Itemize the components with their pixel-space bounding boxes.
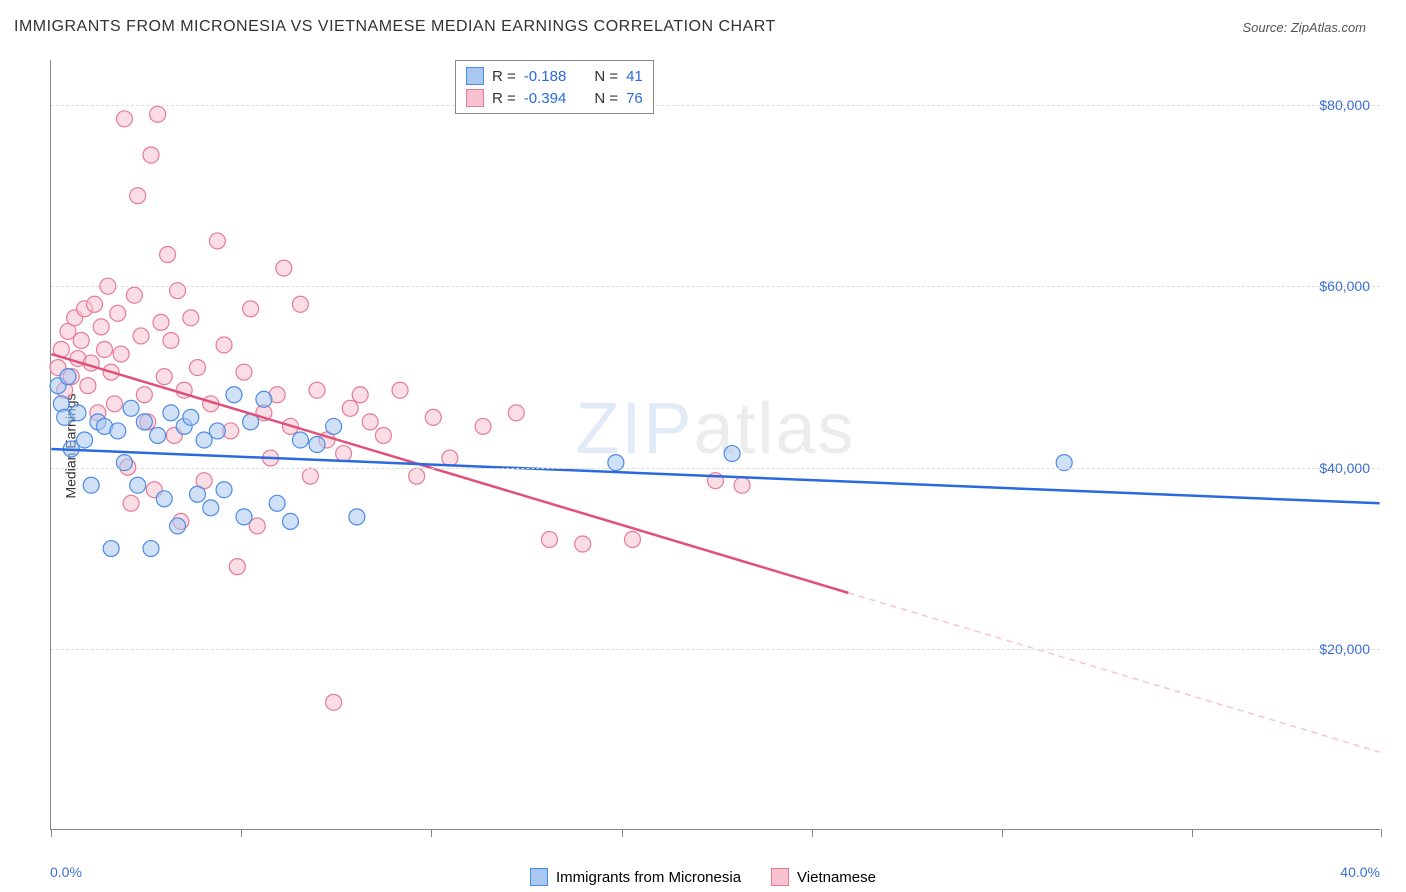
n-value: 76 bbox=[626, 90, 643, 107]
gridline bbox=[51, 286, 1380, 287]
x-tick bbox=[1381, 829, 1382, 837]
gridline bbox=[51, 649, 1380, 650]
legend-item-micronesia: Immigrants from Micronesia bbox=[530, 868, 741, 886]
x-axis-max-label: 40.0% bbox=[1340, 864, 1380, 880]
n-label: N = bbox=[594, 68, 618, 85]
y-tick-label: $60,000 bbox=[1319, 278, 1370, 294]
x-tick bbox=[241, 829, 242, 837]
n-label: N = bbox=[594, 90, 618, 107]
swatch-vietnamese bbox=[466, 89, 484, 107]
gridline bbox=[51, 468, 1380, 469]
y-tick-label: $80,000 bbox=[1319, 97, 1370, 113]
x-axis-min-label: 0.0% bbox=[50, 864, 82, 880]
legend-swatch-micronesia bbox=[530, 868, 548, 886]
y-tick-label: $40,000 bbox=[1319, 460, 1370, 476]
stats-row-micronesia: R = -0.188 N = 41 bbox=[466, 65, 643, 87]
correlation-stats-box: R = -0.188 N = 41 R = -0.394 N = 76 bbox=[455, 60, 654, 114]
x-tick bbox=[1002, 829, 1003, 837]
r-value: -0.188 bbox=[524, 68, 567, 85]
chart-plot-area: ZIPatlas $20,000$40,000$60,000$80,000 bbox=[50, 60, 1380, 830]
y-tick-label: $20,000 bbox=[1319, 641, 1370, 657]
source-attribution: Source: ZipAtlas.com bbox=[1242, 20, 1366, 35]
bottom-legend: Immigrants from Micronesia Vietnamese bbox=[530, 868, 876, 886]
r-label: R = bbox=[492, 68, 516, 85]
legend-label: Vietnamese bbox=[797, 869, 876, 886]
legend-label: Immigrants from Micronesia bbox=[556, 869, 741, 886]
r-label: R = bbox=[492, 90, 516, 107]
n-value: 41 bbox=[626, 68, 643, 85]
x-tick bbox=[812, 829, 813, 837]
stats-row-vietnamese: R = -0.394 N = 76 bbox=[466, 87, 643, 109]
legend-item-vietnamese: Vietnamese bbox=[771, 868, 876, 886]
swatch-micronesia bbox=[466, 67, 484, 85]
gridline bbox=[51, 105, 1380, 106]
x-tick bbox=[431, 829, 432, 837]
x-tick bbox=[1192, 829, 1193, 837]
r-value: -0.394 bbox=[524, 90, 567, 107]
x-tick bbox=[51, 829, 52, 837]
legend-swatch-vietnamese bbox=[771, 868, 789, 886]
x-tick bbox=[622, 829, 623, 837]
chart-title: IMMIGRANTS FROM MICRONESIA VS VIETNAMESE… bbox=[14, 18, 776, 36]
scatter-plot-svg bbox=[51, 60, 1380, 829]
